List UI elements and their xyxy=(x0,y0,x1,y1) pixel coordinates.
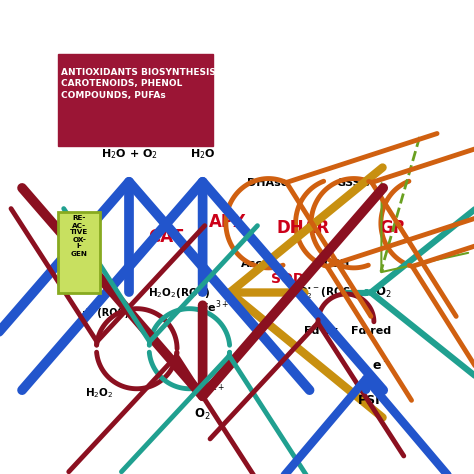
Text: COMPOUNDS, PUFAs: COMPOUNDS, PUFAs xyxy=(61,91,165,100)
Text: Fe$^{3+}$: Fe$^{3+}$ xyxy=(200,298,229,315)
Text: H$_2$O + O$_2$: H$_2$O + O$_2$ xyxy=(100,147,157,161)
Text: DHAR: DHAR xyxy=(277,219,330,237)
Text: DHAsc: DHAsc xyxy=(247,178,287,188)
Text: ANTIOXIDANTS BIOSYNTHESIS:: ANTIOXIDANTS BIOSYNTHESIS: xyxy=(61,68,219,77)
Text: O$_2^{\bullet-}$(ROS): O$_2^{\bullet-}$(ROS) xyxy=(298,285,356,300)
Text: GSH: GSH xyxy=(324,259,350,269)
Text: APX: APX xyxy=(209,213,247,231)
Text: CAT: CAT xyxy=(148,228,184,246)
Text: H$_2$O$_2$(ROS): H$_2$O$_2$(ROS) xyxy=(148,285,210,300)
Text: e$^-$: e$^-$ xyxy=(373,360,391,373)
Text: PSI: PSI xyxy=(358,394,381,407)
Text: SOD: SOD xyxy=(271,272,305,286)
Text: H$_2$O$_2$: H$_2$O$_2$ xyxy=(85,386,114,400)
Text: GSSG: GSSG xyxy=(337,178,371,188)
Text: ·H (ROS): ·H (ROS) xyxy=(82,308,129,318)
FancyBboxPatch shape xyxy=(58,54,213,146)
Text: CAROTENOIDS, PHENOL: CAROTENOIDS, PHENOL xyxy=(61,79,182,88)
Text: Asc: Asc xyxy=(240,259,263,269)
Text: GR: GR xyxy=(379,219,406,237)
Text: Fd ox: Fd ox xyxy=(304,326,338,336)
Text: Fe$^{2+}$: Fe$^{2+}$ xyxy=(197,381,226,398)
Text: RE-
AC-
TIVE
OX-
I-
GEN: RE- AC- TIVE OX- I- GEN xyxy=(70,216,89,256)
FancyBboxPatch shape xyxy=(58,212,100,292)
Text: H$_2$O: H$_2$O xyxy=(190,147,215,161)
Text: Fd red: Fd red xyxy=(351,326,391,336)
Text: O$_2$: O$_2$ xyxy=(375,285,392,300)
Text: O$_2$: O$_2$ xyxy=(194,407,211,422)
